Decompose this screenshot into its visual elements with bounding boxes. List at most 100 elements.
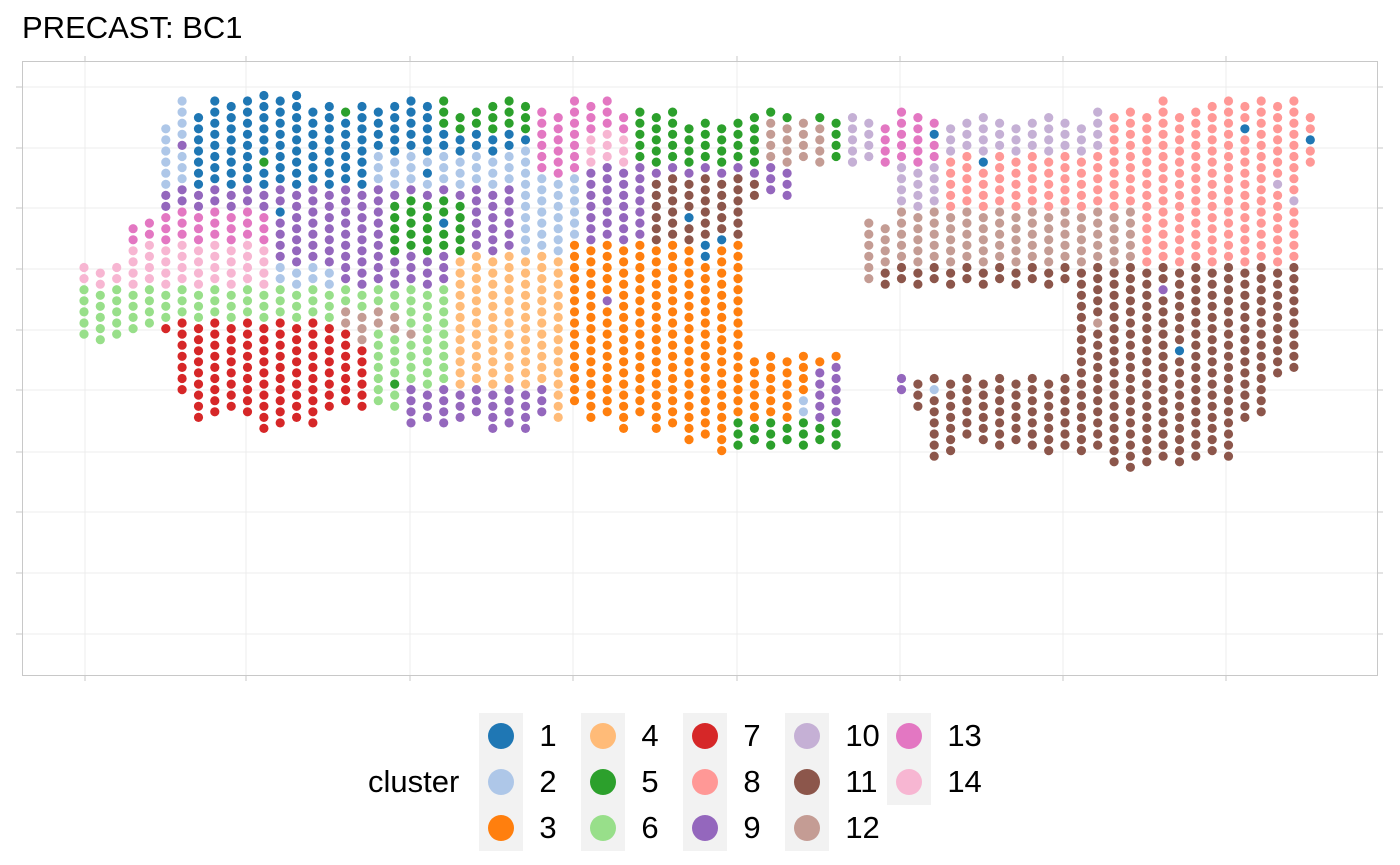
- spot-point: [357, 146, 367, 156]
- spot-point: [1273, 168, 1283, 178]
- spot-point: [406, 240, 416, 250]
- spot-point: [1174, 124, 1185, 134]
- spot-point: [929, 251, 939, 261]
- spot-point: [1125, 240, 1135, 250]
- spot-point: [1109, 213, 1119, 223]
- spot-point: [390, 312, 400, 322]
- spot-point: [242, 340, 253, 350]
- spot-point: [831, 351, 841, 361]
- spot-point: [242, 218, 253, 228]
- spot-point: [455, 179, 465, 189]
- spot-point: [847, 113, 858, 123]
- spot-point: [1125, 307, 1135, 317]
- spot-point: [504, 218, 514, 228]
- spot-point: [1125, 373, 1135, 384]
- spot-point: [1142, 190, 1152, 200]
- spot-point: [1044, 257, 1054, 267]
- spot-point: [373, 151, 383, 162]
- spot-point: [1093, 362, 1103, 372]
- spot-point: [586, 357, 596, 367]
- spot-point: [308, 385, 318, 395]
- spot-point: [962, 163, 972, 173]
- spot-point: [978, 157, 988, 167]
- spot-point: [733, 373, 743, 384]
- spot-point: [308, 196, 318, 206]
- spot-point: [144, 285, 154, 295]
- spot-point: [308, 107, 318, 117]
- spot-point: [422, 157, 432, 167]
- spot-point: [733, 129, 743, 139]
- spot-point: [978, 213, 988, 223]
- spot-point: [946, 390, 956, 400]
- spot-point: [422, 401, 432, 411]
- spot-point: [1256, 107, 1266, 117]
- spot-point: [373, 174, 383, 184]
- spot-point: [1093, 429, 1103, 439]
- spot-point: [520, 401, 531, 411]
- spot-point: [798, 118, 809, 128]
- spot-point: [504, 207, 514, 217]
- spot-point: [471, 229, 481, 239]
- spot-point: [815, 357, 825, 367]
- spot-point: [651, 357, 661, 367]
- spot-point: [242, 262, 253, 273]
- spot-point: [668, 385, 678, 395]
- spot-point: [619, 146, 629, 156]
- spot-point: [1207, 401, 1217, 411]
- spot-point: [259, 146, 269, 156]
- legend-swatch: [488, 769, 515, 795]
- legend-swatch: [590, 723, 617, 749]
- spot-point: [700, 174, 710, 184]
- spot-point: [341, 118, 351, 128]
- spot-point: [569, 362, 580, 372]
- spot-point: [1223, 296, 1234, 306]
- spot-point: [422, 390, 432, 400]
- spot-point: [1027, 385, 1037, 395]
- spot-point: [1223, 318, 1234, 328]
- spot-point: [1174, 146, 1185, 156]
- spot-point: [226, 346, 236, 356]
- spot-point: [439, 174, 449, 184]
- spot-point: [569, 351, 580, 361]
- spot-point: [1093, 196, 1103, 206]
- spot-point: [847, 146, 858, 156]
- spot-point: [1142, 246, 1152, 256]
- spot-point: [929, 373, 939, 384]
- spot-point: [128, 224, 138, 234]
- spot-point: [1223, 373, 1234, 384]
- spot-point: [635, 274, 645, 284]
- spot-point: [1011, 157, 1021, 167]
- spot-point: [700, 274, 710, 284]
- spot-point: [569, 318, 580, 328]
- spot-point: [161, 224, 171, 234]
- spot-point: [553, 157, 563, 167]
- spot-point: [422, 201, 432, 211]
- spot-point: [177, 296, 187, 306]
- spot-point: [390, 357, 400, 367]
- spot-point: [422, 113, 432, 123]
- spot-point: [766, 440, 776, 450]
- spot-point: [569, 385, 580, 395]
- spot-point: [1289, 107, 1299, 117]
- spot-point: [864, 118, 874, 128]
- spot-point: [896, 251, 907, 261]
- spot-point: [651, 390, 661, 400]
- spot-point: [1256, 285, 1266, 295]
- spot-point: [112, 274, 122, 284]
- spot-point: [962, 129, 972, 139]
- spot-point: [1027, 262, 1037, 273]
- spot-point: [1027, 218, 1037, 228]
- spot-point: [1273, 324, 1283, 334]
- spot-point: [635, 218, 645, 228]
- spot-point: [422, 101, 432, 112]
- spot-point: [1109, 324, 1119, 334]
- spot-point: [242, 163, 253, 173]
- legend-swatch: [692, 769, 719, 795]
- spot-point: [193, 168, 204, 178]
- spot-point: [537, 362, 547, 372]
- spot-point: [995, 207, 1005, 217]
- spot-point: [1093, 207, 1103, 217]
- spot-point: [1256, 218, 1266, 228]
- spot-point: [373, 229, 383, 239]
- spot-point: [128, 257, 138, 267]
